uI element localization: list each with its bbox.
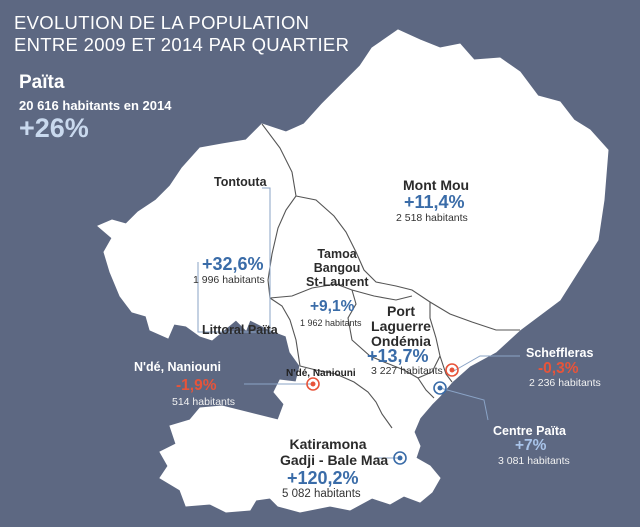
scheffleras-population: 2 236 habitants bbox=[529, 377, 601, 389]
katiramona-change: +120,2% bbox=[287, 468, 359, 488]
mont-mou-population: 2 518 habitants bbox=[396, 212, 468, 224]
marker-nde bbox=[306, 377, 320, 391]
port-change: +13,7% bbox=[367, 346, 429, 366]
label-port: Port Laguerre Ondémia bbox=[368, 304, 434, 349]
tamoa-change: +9,1% bbox=[310, 298, 355, 315]
marker-katiramona bbox=[393, 451, 407, 465]
littoral-change: +32,6% bbox=[202, 254, 264, 274]
centre-change: +7% bbox=[515, 437, 547, 454]
katiramona-name-line-1: Katiramona bbox=[289, 436, 367, 452]
label-littoral: Littoral Païta bbox=[202, 323, 278, 337]
port-population: 3 227 habitants bbox=[371, 365, 443, 377]
label-mont-mou: Mont Mou bbox=[403, 177, 470, 193]
marker-scheffleras bbox=[445, 363, 459, 377]
label-nde: N'dé, Naniouni bbox=[134, 360, 221, 374]
city-population: 20 616 habitants en 2014 bbox=[19, 98, 172, 113]
nde-change: -1,9% bbox=[176, 377, 217, 394]
island-south bbox=[254, 460, 274, 476]
tamoa-name-line-1: Tamoa bbox=[317, 247, 357, 261]
littoral-population: 1 996 habitants bbox=[193, 274, 265, 286]
city-change: +26% bbox=[19, 113, 89, 143]
tamoa-name-line-2: Bangou bbox=[313, 261, 361, 275]
port-name-line-2: Laguerre bbox=[371, 318, 431, 334]
label-centre: Centre Païta bbox=[493, 424, 566, 438]
island-west bbox=[210, 440, 240, 462]
label-scheffleras: Scheffleras bbox=[526, 346, 594, 360]
tamoa-population: 1 962 habitants bbox=[300, 318, 362, 328]
city-name: Païta bbox=[19, 72, 65, 93]
scheffleras-change: -0,3% bbox=[538, 360, 579, 377]
map-label-nde: N'dé, Naniouni bbox=[286, 368, 356, 379]
district-borders bbox=[261, 123, 520, 429]
mont-mou-change: +11,4% bbox=[404, 192, 465, 212]
port-name-line-3: Ondémia bbox=[371, 333, 431, 349]
leader-lines bbox=[197, 187, 520, 459]
label-tontouta: Tontouta bbox=[214, 175, 267, 189]
centre-population: 3 081 habitants bbox=[498, 455, 570, 467]
label-tamoa: Tamoa Bangou St-Laurent bbox=[306, 247, 369, 289]
katiramona-population: 5 082 habitants bbox=[282, 488, 361, 500]
title-line-1: EVOLUTION DE LA POPULATION bbox=[14, 12, 310, 33]
katiramona-name-line-2: Gadji - Bale Maa bbox=[280, 452, 389, 468]
land-mass bbox=[97, 29, 609, 513]
marker-centre bbox=[433, 381, 447, 395]
port-name-line-1: Port bbox=[387, 303, 415, 319]
tamoa-name-line-3: St-Laurent bbox=[306, 275, 369, 289]
nde-population: 514 habitants bbox=[172, 396, 236, 408]
label-katiramona: Katiramona Gadji - Bale Maa bbox=[280, 436, 389, 468]
title-line-2: ENTRE 2009 ET 2014 PAR QUARTIER bbox=[14, 34, 350, 55]
